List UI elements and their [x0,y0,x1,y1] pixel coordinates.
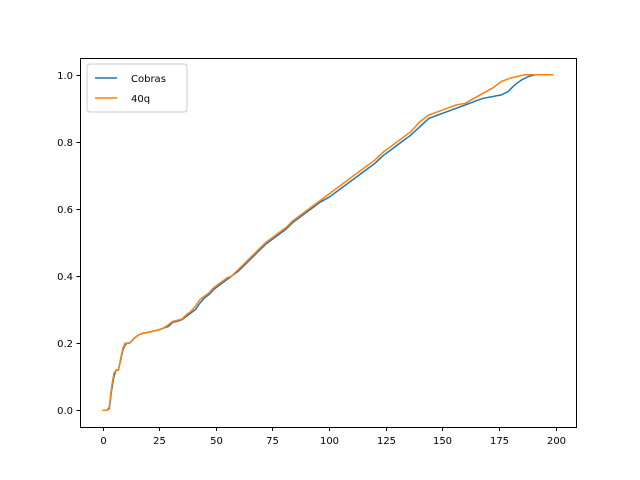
x-tick-label: 150 [433,436,452,447]
x-tick-label: 125 [377,436,396,447]
y-tick-label: 0.8 [57,138,73,149]
y-tick-label: 0.4 [57,272,73,283]
axes-frame [80,58,577,428]
x-tick-label: 200 [547,436,566,447]
y-tick-label: 0.2 [57,339,73,350]
legend-box [86,63,188,113]
x-tick-label: 75 [266,436,279,447]
x-tick-label: 50 [210,436,223,447]
series-lines [102,74,554,411]
legend: Cobras 40q [86,63,188,113]
y-tick-label: 0.6 [57,205,73,216]
x-tick-label: 175 [490,436,509,447]
x-tick-label: 100 [320,436,339,447]
series-line-40q [102,74,554,411]
axis-ticks: 0 25 50 75 100 125 150 175 200 0.0 0.2 0.4 0.6 0.8 1.0 [57,71,566,447]
legend-label: 40q [131,94,150,105]
y-tick-label: 1.0 [57,71,73,82]
x-tick-label: 25 [153,436,166,447]
x-tick-label: 0 [100,436,106,447]
y-tick-label: 0.0 [57,406,73,417]
legend-label: Cobras [131,74,166,85]
